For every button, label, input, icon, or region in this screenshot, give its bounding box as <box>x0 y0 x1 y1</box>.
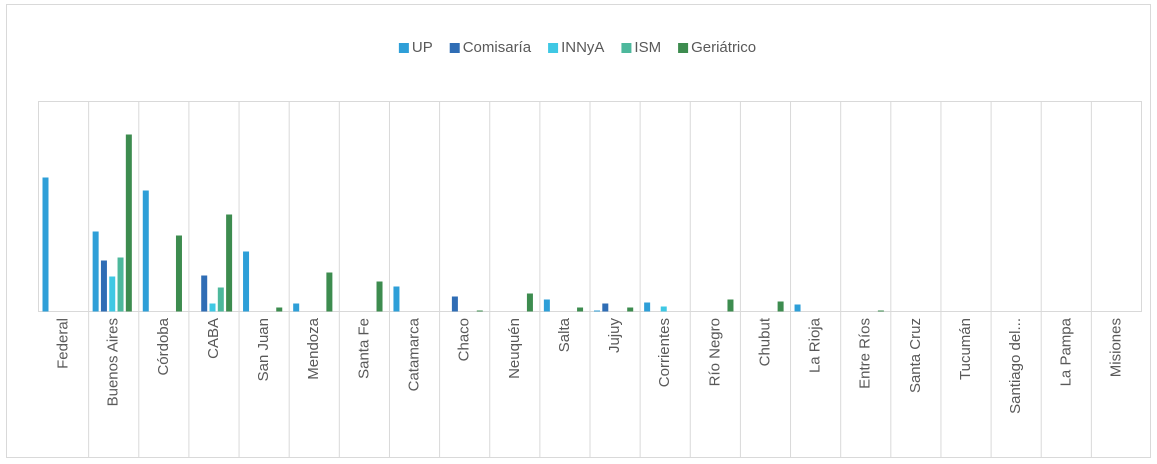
legend-label: Comisaría <box>463 39 532 56</box>
legend-swatch <box>678 43 689 53</box>
legend-label: Geriátrico <box>691 39 756 56</box>
x-tick-label: Santiago del... <box>1007 318 1024 414</box>
bar <box>175 235 182 312</box>
chart-border <box>6 4 1151 458</box>
x-tick-label: Corrientes <box>656 318 673 387</box>
bar <box>627 307 634 312</box>
x-tick-label: Misiones <box>1107 318 1124 377</box>
bar <box>644 302 651 312</box>
legend-label: INNyA <box>561 39 604 56</box>
bar <box>109 276 116 312</box>
bar <box>42 177 49 312</box>
x-tick-label: Buenos Aires <box>105 318 122 406</box>
bar <box>92 231 99 312</box>
x-tick-label: Catamarca <box>405 317 422 391</box>
bar <box>526 293 533 312</box>
x-tick-label: Tucumán <box>957 318 974 380</box>
legend-swatch <box>398 43 409 53</box>
x-tick-label: Salta <box>556 317 573 352</box>
bar <box>877 310 884 312</box>
x-tick-label: Mendoza <box>305 317 322 379</box>
bar <box>376 281 383 312</box>
x-tick-label: Santa Fe <box>355 318 372 379</box>
bar <box>276 307 283 312</box>
bar <box>543 299 550 312</box>
bar <box>243 251 250 312</box>
legend-swatch <box>621 43 632 53</box>
bar <box>226 214 233 312</box>
x-tick-label: Córdoba <box>155 317 172 375</box>
legend-swatch <box>449 43 460 53</box>
bar <box>100 260 107 312</box>
bar <box>117 257 124 312</box>
legend-label: ISM <box>634 39 661 56</box>
x-tick-label: San Juan <box>255 318 272 381</box>
bar <box>451 296 458 312</box>
x-tick-label: Neuquén <box>506 318 523 379</box>
legend: UP Comisaría INNyA ISM Geriátrico <box>398 39 756 56</box>
bar <box>577 307 584 312</box>
x-tick-label: Santa Cruz <box>907 318 924 393</box>
bar <box>209 303 216 312</box>
bar <box>602 303 609 312</box>
bar <box>393 286 400 312</box>
x-tick-label: Jujuy <box>606 318 623 354</box>
x-tick-label: Entre Ríos <box>857 318 874 389</box>
bar <box>727 299 734 312</box>
x-tick-label: Federal <box>55 318 72 369</box>
bar <box>217 287 224 312</box>
legend-swatch <box>548 43 559 53</box>
bar <box>660 306 667 312</box>
x-tick-label: La Rioja <box>807 317 824 373</box>
bar <box>777 301 784 312</box>
x-tick-label: Chaco <box>456 318 473 361</box>
x-tick-label: CABA <box>205 318 222 359</box>
bar <box>476 310 483 312</box>
x-tick-label: Río Negro <box>706 318 723 386</box>
bar <box>201 275 208 312</box>
bar <box>326 272 333 312</box>
bar <box>594 310 600 312</box>
x-tick-label: La Pampa <box>1057 317 1074 386</box>
x-tick-label: Chubut <box>756 317 773 366</box>
bar <box>125 134 132 312</box>
bar <box>293 303 300 312</box>
bar <box>142 190 149 312</box>
bar <box>794 304 801 312</box>
legend-label: UP <box>412 39 433 56</box>
